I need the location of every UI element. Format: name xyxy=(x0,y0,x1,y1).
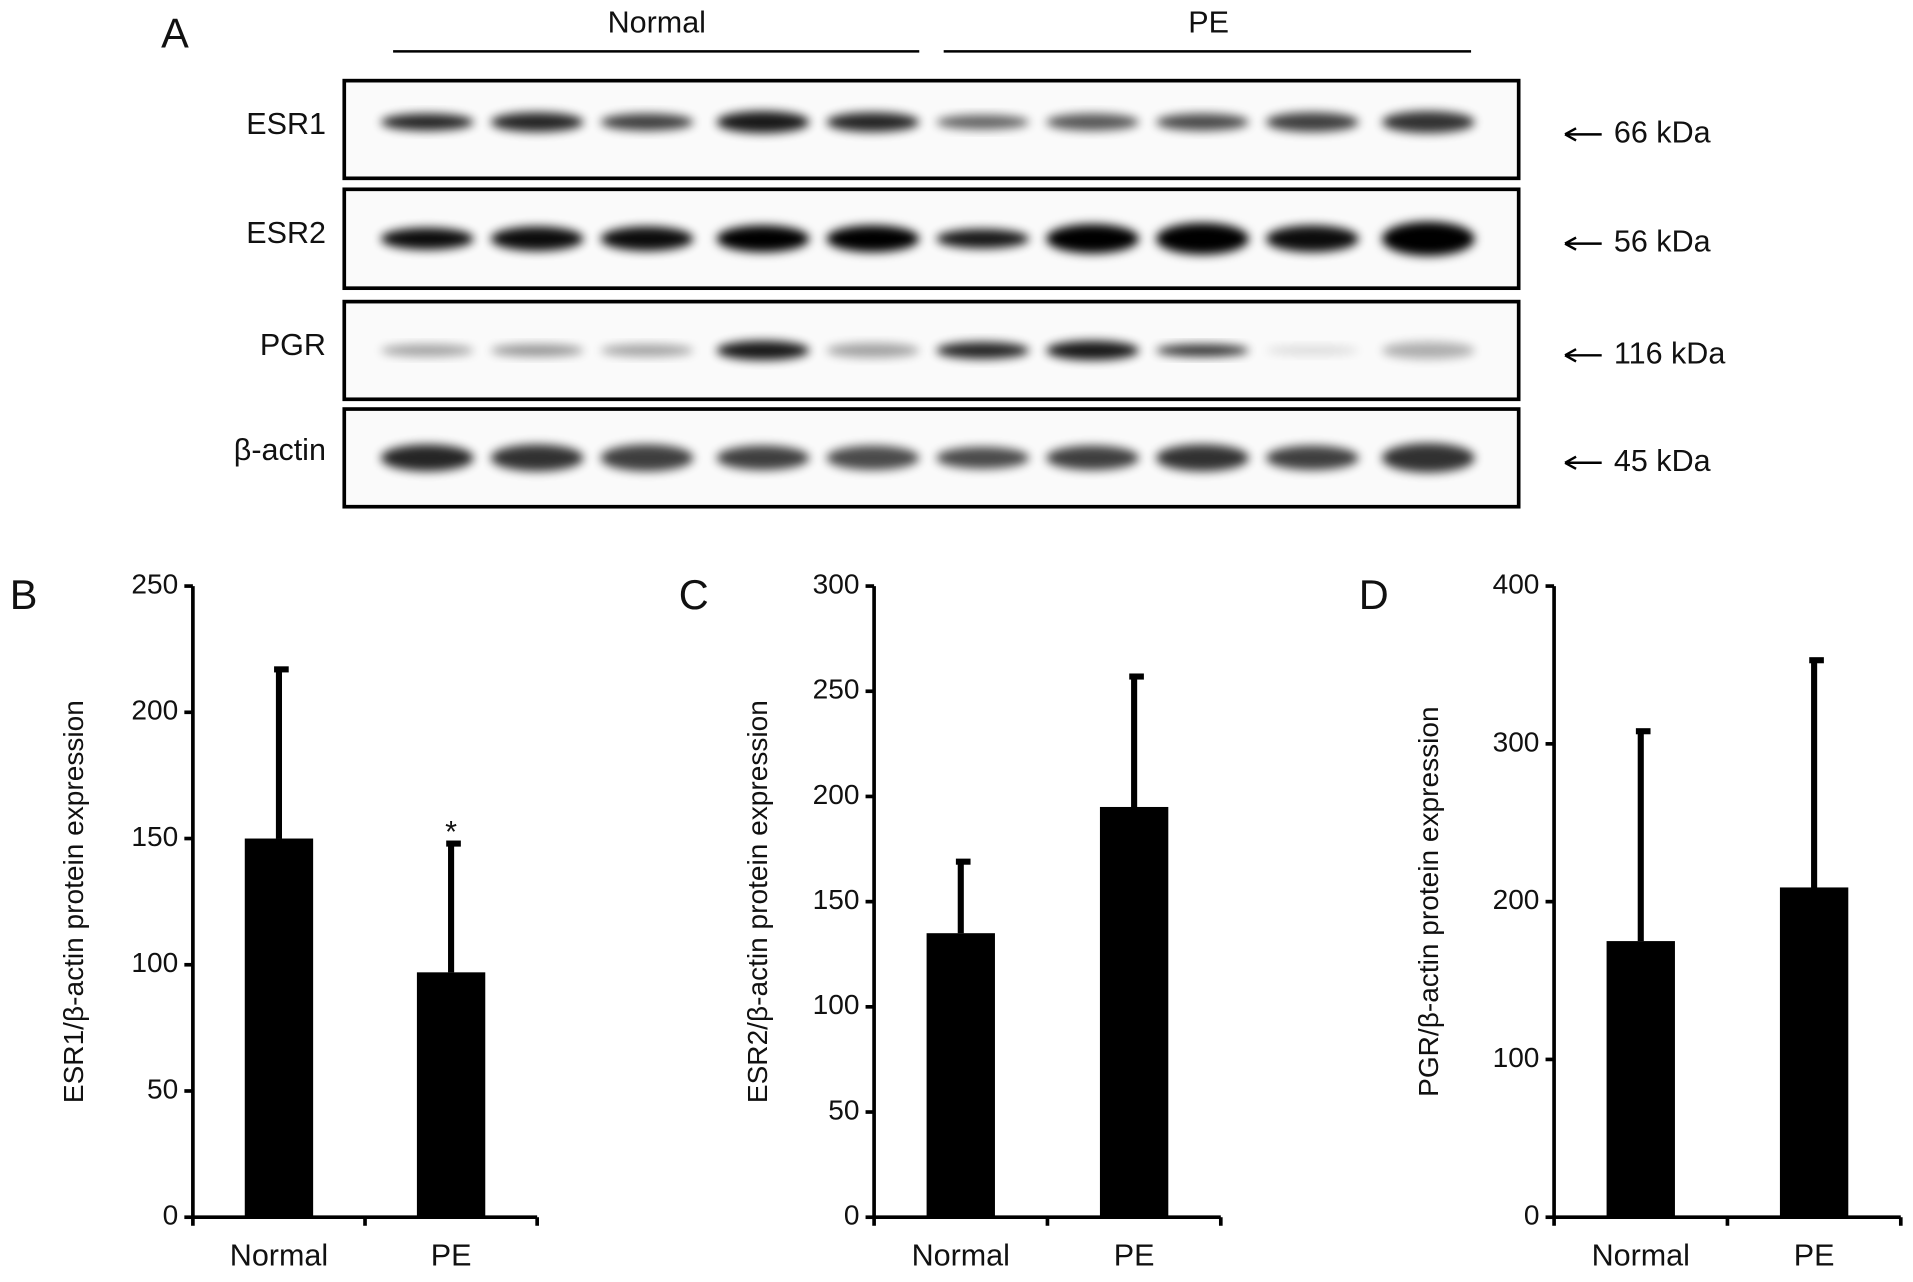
x-tick-label: PE xyxy=(431,1239,472,1273)
y-tick-label: 100 xyxy=(813,989,860,1020)
blot-band xyxy=(600,113,694,131)
blot-row-label: ESR1 xyxy=(246,107,326,141)
y-tick-label: 250 xyxy=(813,674,860,705)
y-tick-label: 0 xyxy=(1524,1200,1540,1231)
blot-band xyxy=(826,112,920,132)
blot-band xyxy=(716,225,810,253)
bar xyxy=(244,838,314,1218)
arrow-head xyxy=(1564,236,1577,251)
blot-row-label: β-actin xyxy=(234,433,326,467)
bar xyxy=(1779,887,1849,1218)
blot-band xyxy=(1156,222,1249,255)
blot-band xyxy=(1381,341,1475,359)
blot-band xyxy=(936,446,1030,469)
y-tick-label: 0 xyxy=(163,1200,179,1231)
blot-band xyxy=(716,340,810,361)
y-tick-label: 200 xyxy=(813,779,860,810)
y-tick-label: 200 xyxy=(1493,884,1540,915)
x-tick-label: Normal xyxy=(1592,1239,1690,1273)
arrow-head xyxy=(1564,455,1577,470)
blot-band xyxy=(1046,340,1140,361)
y-tick-label: 50 xyxy=(828,1094,859,1125)
blot-band xyxy=(490,112,584,132)
x-tick-label: PE xyxy=(1794,1239,1835,1273)
blot-band xyxy=(1381,111,1475,134)
bar xyxy=(1099,806,1169,1218)
blot-band xyxy=(490,226,584,251)
blot-band xyxy=(716,111,810,134)
y-tick-label: 50 xyxy=(147,1073,178,1104)
panel-label: B xyxy=(10,571,38,618)
y-tick-label: 150 xyxy=(131,821,178,852)
blot-band xyxy=(490,444,584,472)
arrow-head xyxy=(1564,127,1577,142)
arrow-head xyxy=(1564,348,1577,363)
y-tick-label: 100 xyxy=(1493,1042,1540,1073)
blot-band xyxy=(716,445,810,471)
blot-band xyxy=(1265,345,1359,356)
bar xyxy=(926,933,995,1218)
blot-band xyxy=(1381,221,1475,256)
blot-size-label: 66 kDa xyxy=(1614,115,1711,149)
y-tick-label: 300 xyxy=(813,568,860,599)
panel-label: D xyxy=(1359,571,1389,618)
blot-band xyxy=(1381,443,1475,473)
bar xyxy=(1606,941,1675,1218)
x-tick-label: Normal xyxy=(912,1239,1010,1273)
blot-band xyxy=(1265,445,1359,471)
blot-band xyxy=(1265,225,1359,253)
blot-size-label: 116 kDa xyxy=(1614,336,1725,370)
blot-band xyxy=(1046,113,1140,131)
blot-band xyxy=(1265,112,1359,132)
bar xyxy=(416,972,486,1218)
annotation: * xyxy=(445,815,457,849)
blot-band xyxy=(600,444,694,472)
blot-band xyxy=(1156,344,1249,357)
blot-size-label: 56 kDa xyxy=(1614,225,1711,259)
x-tick-label: PE xyxy=(1114,1239,1155,1273)
blot-band xyxy=(826,445,920,471)
y-tick-label: 150 xyxy=(813,884,860,915)
y-tick-label: 250 xyxy=(131,568,178,599)
blot-band xyxy=(490,344,584,357)
blot-band xyxy=(380,344,474,357)
blot-band xyxy=(1046,445,1140,471)
blot-band xyxy=(936,114,1030,130)
blot-band xyxy=(1156,444,1249,472)
panel-label: C xyxy=(679,571,709,618)
y-tick-label: 200 xyxy=(131,695,178,726)
blot-band xyxy=(936,228,1030,249)
y-axis-label: PGR/β-actin protein expression xyxy=(1413,706,1444,1096)
y-tick-label: 400 xyxy=(1493,568,1540,599)
blot-band xyxy=(826,343,920,358)
blot-band xyxy=(600,344,694,357)
blot-size-label: 45 kDa xyxy=(1614,444,1711,478)
group-label: PE xyxy=(1188,6,1229,40)
blot-band xyxy=(380,227,474,250)
blot-band xyxy=(826,225,920,253)
panel-label: A xyxy=(161,10,189,57)
y-axis-label: ESR1/β-actin protein expression xyxy=(58,700,89,1103)
blot-band xyxy=(380,113,474,131)
y-tick-label: 300 xyxy=(1493,726,1540,757)
x-tick-label: Normal xyxy=(230,1239,328,1273)
blot-band xyxy=(1156,113,1249,131)
y-axis-label: ESR2/β-actin protein expression xyxy=(742,700,773,1103)
blot-row-label: PGR xyxy=(260,328,326,362)
blot-band xyxy=(600,226,694,251)
blot-band xyxy=(380,444,474,472)
y-tick-label: 100 xyxy=(131,947,178,978)
blot-band xyxy=(936,341,1030,359)
blot-row-label: ESR2 xyxy=(246,216,326,250)
y-tick-label: 0 xyxy=(844,1200,860,1231)
blot-band xyxy=(1046,224,1140,254)
group-label: Normal xyxy=(608,6,706,40)
